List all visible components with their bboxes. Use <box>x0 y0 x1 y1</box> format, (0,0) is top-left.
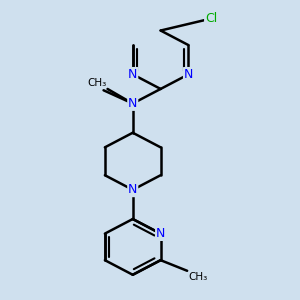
Text: N: N <box>128 97 137 110</box>
Text: N: N <box>184 68 193 81</box>
Text: N: N <box>128 68 137 81</box>
Text: N: N <box>128 183 137 196</box>
Text: Cl: Cl <box>205 12 217 25</box>
Text: N: N <box>156 227 165 240</box>
Text: CH₃: CH₃ <box>87 78 106 88</box>
Text: CH₃: CH₃ <box>188 272 208 282</box>
